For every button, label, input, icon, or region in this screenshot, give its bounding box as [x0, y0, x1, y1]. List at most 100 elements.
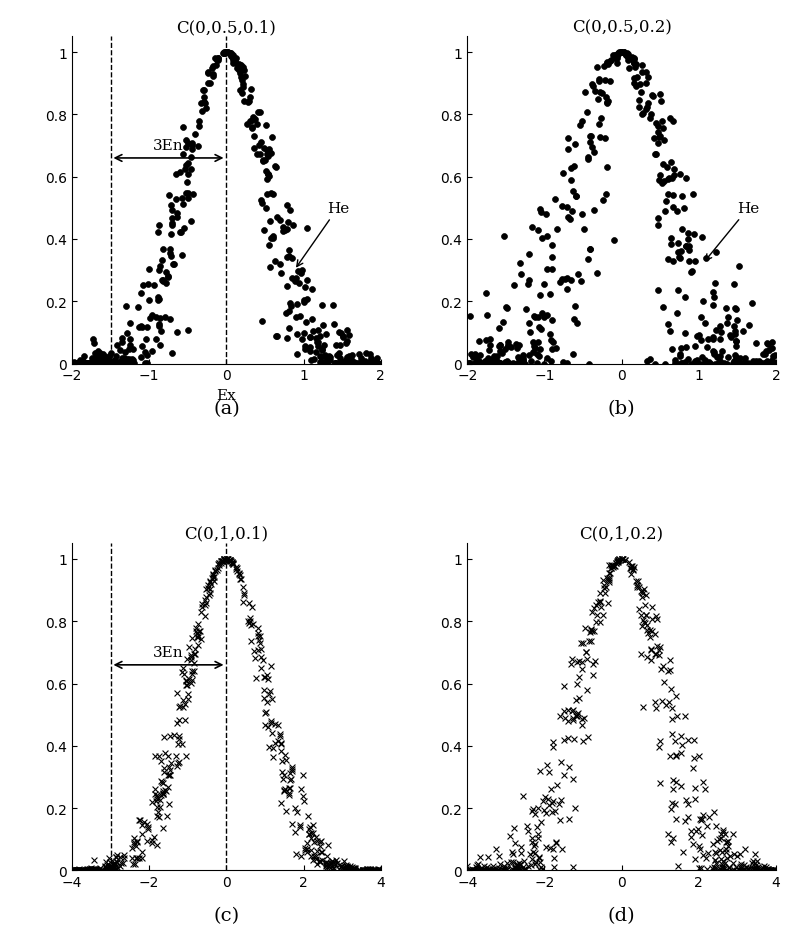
Point	[715, 856, 728, 871]
Point	[151, 294, 164, 309]
Point	[97, 352, 110, 367]
Point	[322, 856, 334, 870]
Point	[202, 66, 214, 80]
Point	[572, 653, 585, 668]
Point	[168, 257, 181, 272]
Point	[686, 837, 699, 852]
Point	[627, 56, 640, 71]
Point	[486, 354, 499, 369]
Point	[601, 571, 614, 586]
Point	[730, 302, 742, 317]
Point	[479, 354, 492, 369]
Point	[760, 357, 773, 372]
Point	[267, 229, 280, 244]
Point	[342, 355, 354, 370]
Point	[716, 823, 729, 838]
Point	[498, 860, 510, 875]
Point	[486, 863, 498, 878]
Point	[102, 349, 115, 364]
Point	[115, 354, 128, 369]
Point	[719, 357, 732, 372]
Point	[244, 91, 257, 106]
Point	[514, 862, 526, 877]
Point	[223, 553, 236, 568]
Point	[82, 862, 94, 877]
Point	[507, 357, 520, 372]
Point	[760, 860, 773, 875]
Point	[97, 347, 110, 362]
Point	[757, 860, 770, 875]
Point	[166, 203, 179, 218]
Point	[306, 312, 318, 327]
Point	[66, 863, 79, 878]
Point	[493, 339, 506, 354]
Point	[182, 324, 194, 339]
Point	[67, 357, 80, 372]
Point	[470, 351, 482, 366]
Point	[155, 773, 168, 788]
Point	[83, 356, 96, 371]
Point	[341, 859, 354, 874]
Point	[235, 71, 248, 86]
Point	[199, 96, 212, 111]
Point	[513, 862, 526, 877]
Point	[310, 849, 322, 864]
Point	[198, 608, 211, 623]
Point	[302, 809, 314, 824]
Point	[259, 118, 272, 133]
Point	[275, 765, 288, 780]
Point	[472, 354, 485, 369]
Point	[536, 306, 549, 321]
Point	[761, 357, 774, 372]
Point	[138, 815, 150, 830]
Point	[510, 863, 522, 878]
Point	[582, 150, 594, 165]
Point	[751, 859, 764, 874]
Point	[594, 130, 606, 145]
Point	[660, 698, 673, 713]
Point	[713, 863, 726, 878]
Point	[83, 357, 96, 372]
Point	[304, 330, 317, 345]
Point	[370, 863, 383, 878]
Point	[282, 304, 295, 319]
Point	[153, 263, 166, 278]
Point	[564, 656, 577, 671]
Point	[340, 353, 353, 368]
Point	[638, 582, 650, 597]
Point	[682, 226, 694, 241]
Point	[534, 860, 547, 875]
Point	[152, 218, 165, 233]
Point	[271, 734, 284, 749]
Point	[101, 357, 114, 372]
Point	[760, 862, 773, 877]
Point	[672, 245, 685, 260]
Point	[107, 856, 120, 871]
Point	[582, 153, 594, 168]
Point	[670, 812, 683, 827]
Point	[765, 357, 778, 372]
Point	[162, 271, 174, 285]
Point	[174, 226, 186, 241]
Point	[202, 589, 215, 604]
Point	[707, 332, 720, 347]
Point	[277, 224, 290, 239]
Point	[286, 218, 299, 233]
Point	[720, 315, 733, 330]
Point	[535, 231, 548, 246]
Point	[696, 808, 709, 823]
Point	[486, 357, 498, 372]
Point	[170, 686, 183, 701]
Point	[226, 49, 239, 64]
Point	[508, 862, 521, 877]
Point	[662, 172, 674, 187]
Point	[234, 83, 247, 98]
Point	[675, 356, 688, 371]
Point	[568, 800, 581, 815]
Point	[120, 327, 133, 342]
Point	[747, 357, 760, 372]
Point	[665, 171, 678, 186]
Point	[214, 554, 227, 569]
Point	[686, 761, 699, 776]
Point	[84, 861, 97, 876]
